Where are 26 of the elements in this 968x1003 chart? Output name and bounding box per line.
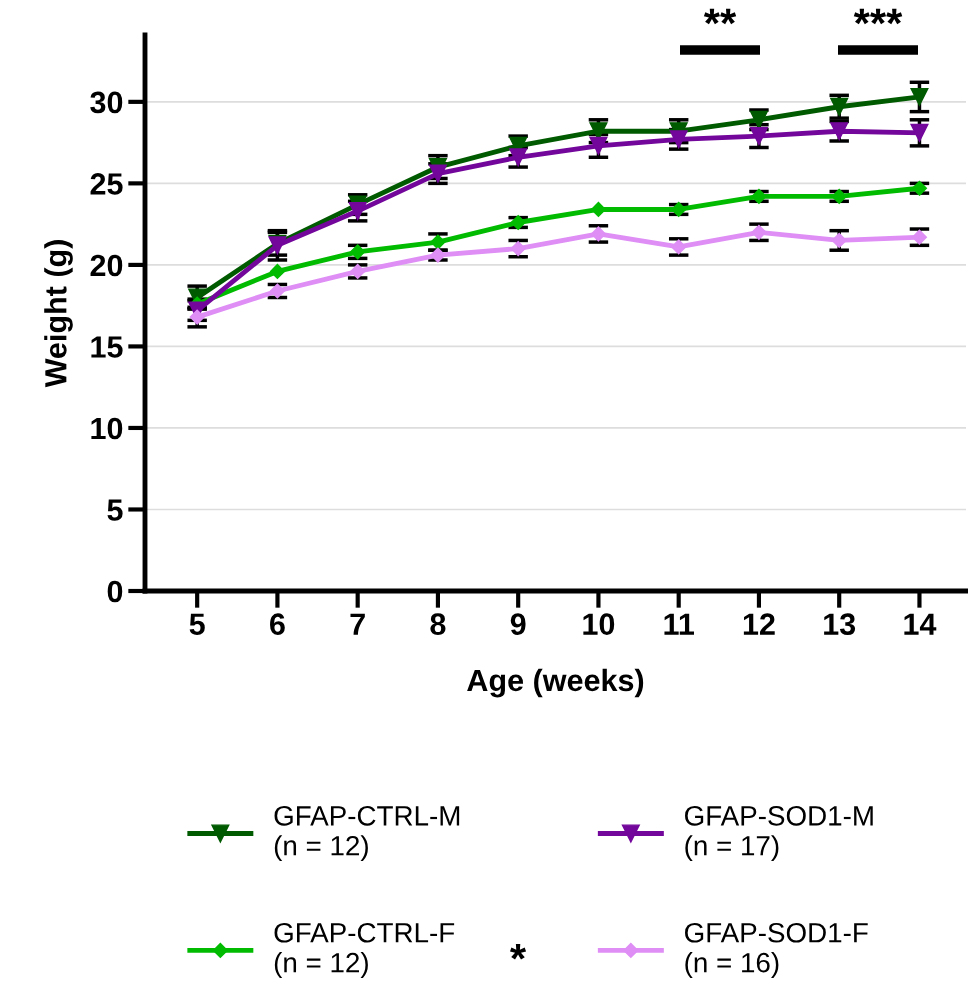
y-tick-label: 15 [91,336,123,358]
y-tick-label: 5 [107,499,123,521]
text: ** [703,8,737,25]
y-tick-label: 30 [90,91,123,114]
legend-label: GFAP-SOD1-F (n = 16) [685,922,868,978]
x-tick-label: 6 [270,613,285,635]
x-tick-label: 8 [430,613,446,635]
text: * [510,944,527,960]
text: *** [853,8,903,25]
legend-label: GFAP-CTRL-F (n = 12) [274,922,455,978]
x-axis-title: Age (weeks) [467,668,644,698]
x-tick-label: 5 [189,613,205,635]
y-tick-label: 25 [90,173,123,195]
x-tick-label: 10 [583,613,615,635]
legend-label: GFAP-SOD1-M (n = 17) [685,805,873,862]
y-tick-label: 20 [90,254,123,277]
y-tick-label: 0 [107,580,123,603]
y-tick-label: 10 [91,417,123,440]
y-axis-title: Weight (g) [44,240,73,388]
x-tick-label: 12 [743,613,775,635]
legend-label: GFAP-CTRL-M (n = 12) [274,805,460,862]
x-tick-label: 11 [664,613,694,635]
x-tick-label: 9 [510,613,526,635]
x-tick-label: 14 [904,613,937,635]
x-tick-label: 13 [824,613,856,636]
x-tick-label: 7 [350,613,365,635]
